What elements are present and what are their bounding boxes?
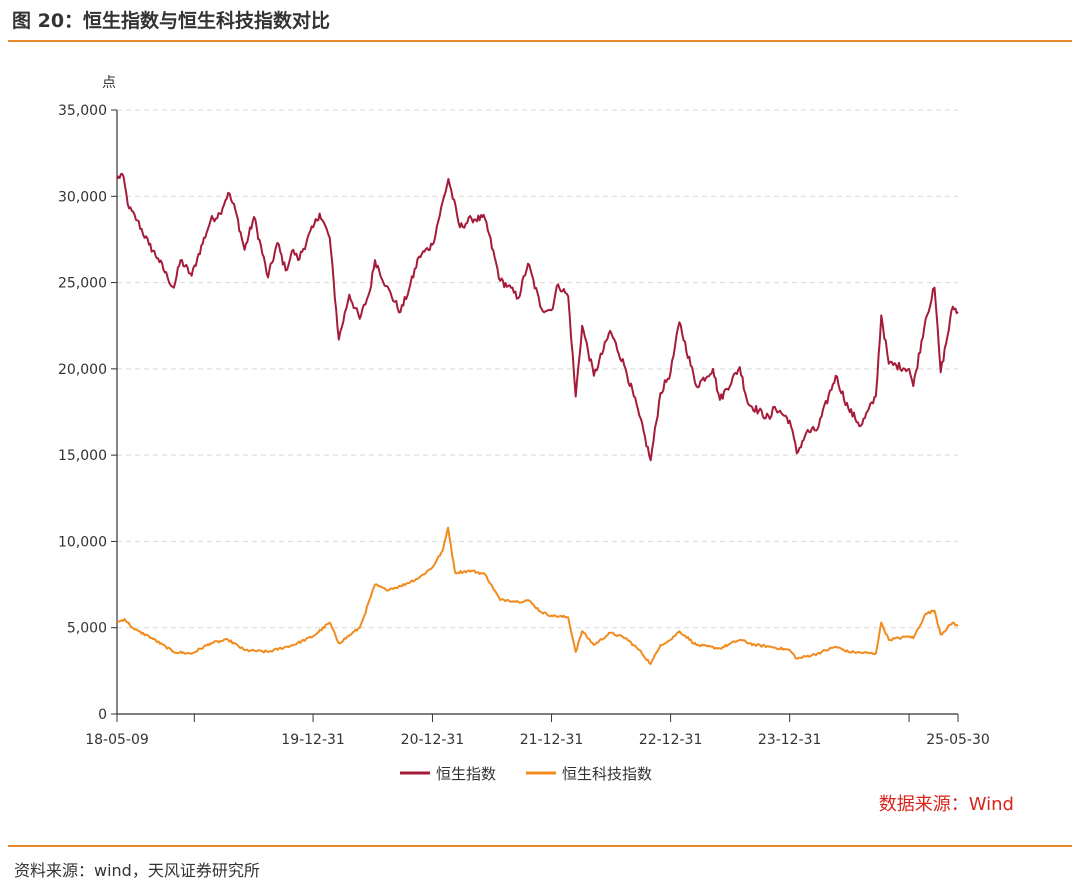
footer-source: 资料来源：wind，天风证券研究所 (14, 861, 260, 880)
y-tick-label: 10,000 (58, 534, 107, 550)
y-tick-label: 0 (98, 707, 107, 723)
y-tick-label: 5,000 (67, 621, 107, 637)
footer-divider (8, 845, 1072, 847)
y-tick-label: 25,000 (58, 276, 107, 292)
x-tick-label: 23-12-31 (758, 732, 822, 748)
x-tick-label: 21-12-31 (520, 732, 584, 748)
series-lines (116, 172, 959, 665)
data-source-annotation: 数据来源：Wind (879, 794, 1014, 815)
y-tick-label: 35,000 (58, 103, 107, 119)
y-tick-label: 15,000 (58, 448, 107, 464)
x-tick-label: 20-12-31 (401, 732, 465, 748)
legend: 恒生指数 恒生科技指数 (400, 765, 652, 783)
title-divider (8, 40, 1072, 42)
grid-lines (117, 109, 958, 629)
legend-label: 恒生科技指数 (562, 765, 652, 783)
y-axis-unit-label: 点 (102, 75, 116, 91)
legend-label: 恒生指数 (436, 765, 496, 783)
series-line-1 (116, 526, 959, 665)
x-tick-label: 22-12-31 (639, 732, 703, 748)
line-chart: 0 5,000 10,000 15,000 20,000 25,000 30,000 35,0… (58, 75, 1014, 815)
x-tick-label: 19-12-31 (281, 732, 345, 748)
x-tick-label: 25-05-30 (926, 732, 990, 748)
series-line-0 (116, 172, 959, 462)
y-tick-label: 30,000 (58, 189, 107, 205)
axes: 0 5,000 10,000 15,000 20,000 25,000 30,000 35,0… (58, 75, 990, 748)
figure-title: 图 20：恒生指数与恒生科技指数对比 (12, 10, 331, 32)
y-tick-label: 20,000 (58, 362, 107, 378)
x-tick-label: 18-05-09 (85, 732, 149, 748)
